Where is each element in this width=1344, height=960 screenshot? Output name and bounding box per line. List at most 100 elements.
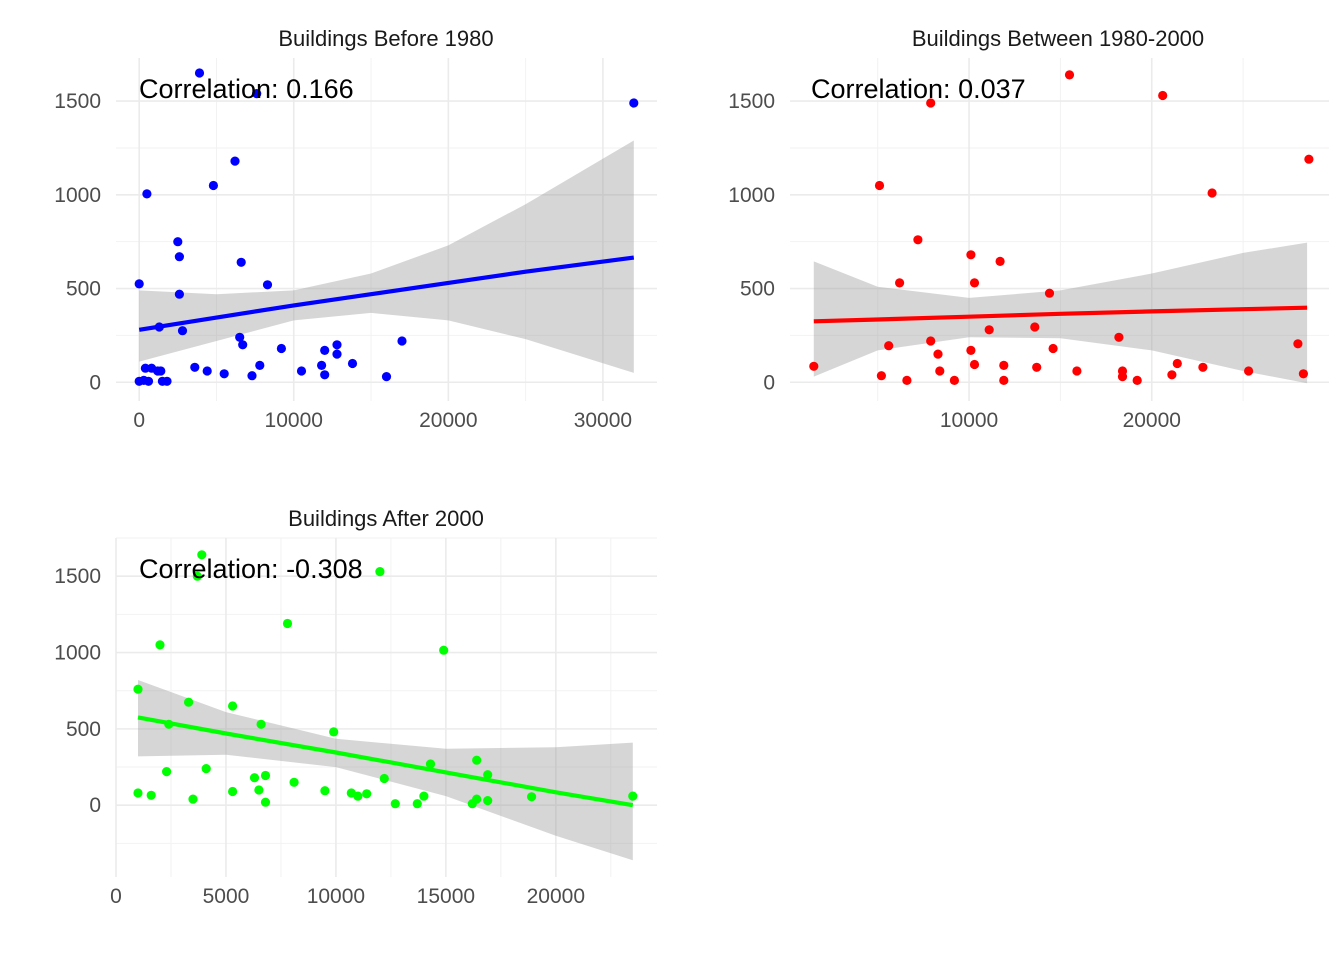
data-point <box>926 336 936 346</box>
data-point <box>969 278 980 288</box>
data-point <box>254 785 264 795</box>
data-point <box>425 759 436 769</box>
data-point <box>483 770 493 780</box>
data-point <box>260 797 271 807</box>
data-point <box>190 362 200 372</box>
data-point <box>329 727 339 737</box>
data-point <box>256 719 266 729</box>
data-point <box>296 366 307 376</box>
x-tick-label: 20000 <box>419 409 477 432</box>
data-point <box>276 343 286 354</box>
data-point <box>230 156 240 166</box>
data-point <box>1207 188 1217 198</box>
data-point <box>527 792 537 802</box>
data-point <box>143 376 154 386</box>
data-point <box>332 349 342 359</box>
data-point <box>320 786 330 796</box>
data-point <box>999 360 1009 370</box>
y-tick-label: 1000 <box>54 184 101 207</box>
y-tick-label: 1500 <box>54 565 101 588</box>
data-point <box>902 375 912 385</box>
y-tick-label: 1500 <box>54 90 101 113</box>
data-point <box>320 345 330 355</box>
x-tick-label: 10000 <box>307 885 365 908</box>
data-point <box>419 791 429 801</box>
y-tick-label: 500 <box>66 278 101 301</box>
data-point <box>1114 332 1124 342</box>
y-tick-label: 0 <box>89 371 101 394</box>
x-tick-label: 0 <box>133 409 145 432</box>
x-tick-label: 0 <box>110 885 122 908</box>
x-tick-label: 10000 <box>940 409 998 432</box>
data-point <box>995 256 1005 266</box>
data-point <box>926 98 936 108</box>
data-point <box>262 280 273 290</box>
panel-title: Buildings Before 1980 <box>278 26 493 51</box>
data-point <box>1167 370 1177 380</box>
data-point <box>1117 372 1128 382</box>
data-point <box>472 755 482 765</box>
data-point <box>876 371 887 381</box>
y-tick-label: 0 <box>763 371 775 394</box>
y-tick-label: 1500 <box>728 90 775 113</box>
data-point <box>197 550 207 560</box>
data-point <box>1158 90 1168 101</box>
data-point <box>142 189 152 199</box>
data-point <box>439 645 449 655</box>
data-point <box>228 701 238 711</box>
data-point <box>219 369 229 379</box>
panel-buildings-1980-2000: 10000 20000 0 500 1000 1500 Buildings Between … <box>728 26 1329 432</box>
data-point <box>1244 366 1254 376</box>
data-point <box>984 325 994 335</box>
data-point <box>629 98 639 108</box>
data-point <box>1298 369 1308 379</box>
data-point <box>192 571 202 581</box>
confidence-band <box>138 680 633 861</box>
data-point <box>317 360 327 370</box>
data-point <box>247 371 257 381</box>
data-point <box>252 89 262 99</box>
y-tick-label: 500 <box>740 278 775 301</box>
x-tick-label: 20000 <box>527 885 585 908</box>
data-point <box>375 567 385 577</box>
data-point <box>913 235 923 245</box>
data-point <box>238 340 248 350</box>
data-point <box>320 370 330 380</box>
data-point <box>472 794 482 804</box>
panel-buildings-before-1980: 0 10000 20000 30000 0 500 1000 1500 Buildings Be… <box>54 26 657 432</box>
x-tick-label: 15000 <box>417 885 475 908</box>
data-point <box>173 237 183 247</box>
data-point <box>282 618 293 629</box>
data-point <box>1044 288 1055 298</box>
correlation-annotation: Correlation: 0.037 <box>811 74 1026 104</box>
data-point <box>966 345 976 355</box>
data-point <box>933 349 943 359</box>
data-point <box>397 336 407 346</box>
data-point <box>949 375 960 385</box>
data-point <box>1072 366 1082 376</box>
data-point <box>174 252 184 262</box>
regression-line <box>813 305 1308 324</box>
regression-line <box>138 255 635 332</box>
data-point <box>156 366 166 376</box>
data-point <box>1032 362 1042 372</box>
data-point <box>249 773 260 783</box>
data-point <box>874 180 885 191</box>
data-point <box>177 326 188 336</box>
data-point <box>390 799 400 809</box>
data-point <box>146 790 156 800</box>
data-point <box>483 796 493 806</box>
data-point <box>184 697 194 707</box>
x-tick-label: 5000 <box>203 885 250 908</box>
data-point <box>935 366 945 376</box>
data-point <box>133 788 143 798</box>
data-point <box>999 375 1009 385</box>
correlation-annotation: Correlation: 0.166 <box>139 74 354 104</box>
regression-line <box>137 715 634 808</box>
data-point <box>1198 362 1208 372</box>
y-tick-label: 1000 <box>728 184 775 207</box>
x-tick-label: 30000 <box>574 409 632 432</box>
data-point <box>201 764 211 774</box>
data-point <box>884 341 894 351</box>
